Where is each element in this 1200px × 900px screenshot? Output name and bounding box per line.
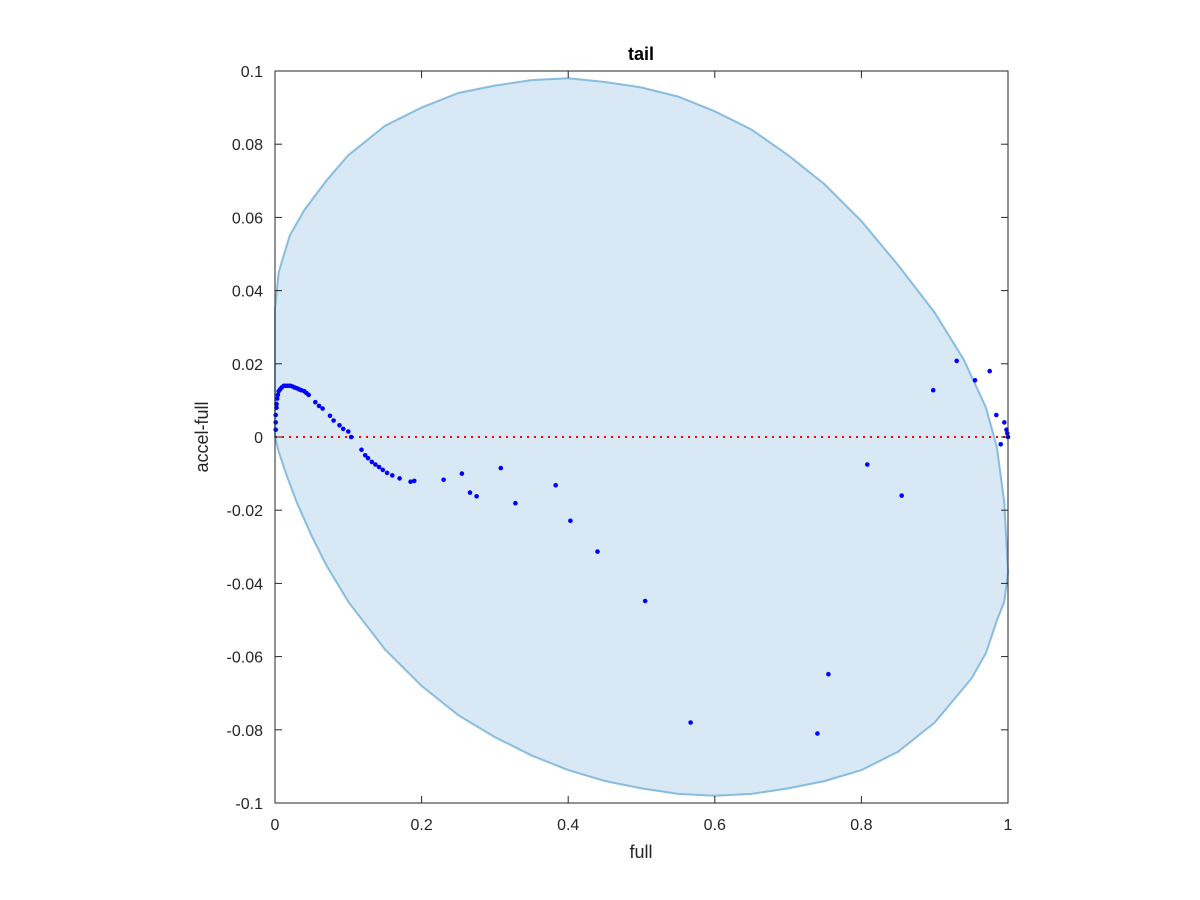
data-point-25	[327, 413, 333, 419]
x-axis-ticks: 0 0.2 0.4 0.6 0.8 1	[271, 71, 1013, 834]
y-axis-ticks: -0.1 -0.08 -0.06 -0.04 -0.02 0 0.02 0.04 0.06 0.0…	[227, 64, 1008, 813]
data-point-44	[459, 471, 465, 476]
y-tick-label-8: 0.06	[232, 210, 263, 227]
data-point-54	[815, 731, 820, 736]
data-point-57	[899, 493, 904, 498]
chart-title: tail	[628, 44, 654, 64]
data-point-27	[337, 423, 342, 428]
data-point-30	[348, 434, 354, 440]
data-point-23	[316, 403, 322, 409]
x-tick-label-0: 0	[271, 817, 280, 834]
data-point-52	[642, 598, 648, 604]
data-point-59	[954, 358, 959, 364]
x-tick-label-3: 0.6	[704, 817, 726, 834]
data-point-45	[467, 490, 473, 495]
data-point-43	[441, 477, 446, 483]
x-axis-label: full	[629, 842, 652, 862]
data-point-46	[474, 494, 479, 499]
data-point-53	[688, 720, 693, 725]
data-point-39	[390, 473, 395, 478]
data-point-58	[930, 387, 936, 393]
data-point-5	[274, 396, 280, 401]
data-point-28	[340, 426, 346, 432]
plot-area	[273, 77, 1011, 797]
y-tick-label-6: 0.02	[232, 357, 263, 374]
data-point-2	[273, 412, 279, 418]
data-point-35	[373, 462, 378, 467]
data-point-61	[987, 368, 992, 374]
y-axis-label: accel-full	[192, 401, 212, 472]
data-point-36	[376, 464, 382, 470]
data-point-33	[365, 455, 371, 461]
data-point-22	[313, 399, 318, 405]
data-point-0	[273, 427, 279, 433]
y-tick-label-4: -0.02	[227, 503, 264, 520]
data-point-48	[513, 500, 518, 506]
data-point-1	[273, 420, 279, 425]
data-point-51	[595, 549, 600, 554]
data-point-37	[380, 467, 386, 473]
data-point-40	[397, 476, 402, 481]
x-tick-label-1: 0.2	[410, 817, 432, 834]
data-point-55	[826, 671, 831, 677]
y-tick-label-3: -0.04	[227, 576, 264, 593]
data-point-26	[331, 418, 336, 423]
data-point-64	[1002, 420, 1007, 425]
x-tick-label-2: 0.4	[557, 817, 579, 834]
data-point-63	[998, 442, 1003, 447]
data-point-60	[972, 378, 978, 383]
data-point-24	[320, 406, 325, 411]
y-tick-label-0: -0.1	[235, 796, 263, 813]
data-point-42	[412, 478, 417, 484]
x-tick-label-4: 0.8	[850, 817, 872, 834]
data-point-6	[275, 392, 281, 398]
data-point-32	[362, 453, 368, 458]
y-tick-label-10: 0.1	[241, 64, 263, 81]
data-point-49	[553, 483, 558, 488]
feasible-region	[274, 77, 1010, 797]
y-tick-label-5: 0	[254, 430, 263, 447]
y-tick-label-2: -0.06	[227, 650, 264, 667]
y-tick-label-7: 0.04	[232, 284, 263, 301]
data-point-50	[568, 518, 573, 524]
data-points	[273, 358, 1011, 736]
data-point-56	[865, 462, 870, 467]
data-point-41	[408, 479, 413, 485]
data-point-47	[498, 465, 504, 471]
data-point-62	[994, 412, 999, 418]
x-tick-label-5: 1	[1004, 817, 1013, 834]
data-point-38	[384, 470, 390, 476]
data-point-29	[346, 429, 351, 434]
data-point-34	[369, 459, 375, 465]
data-point-31	[359, 447, 364, 453]
data-point-21	[306, 392, 312, 398]
y-tick-label-9: 0.08	[232, 137, 263, 154]
y-tick-label-1: -0.08	[227, 723, 264, 740]
